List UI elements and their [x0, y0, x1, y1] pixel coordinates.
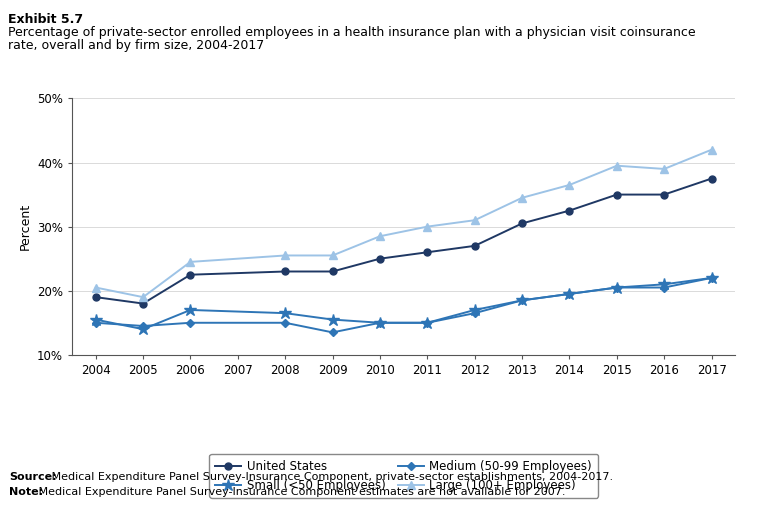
Legend: United States, Small (<50 Employees), Medium (50-99 Employees), Large (100+ Empl: United States, Small (<50 Employees), Me…	[209, 454, 598, 498]
Text: Source:: Source:	[9, 472, 57, 482]
Text: Medical Expenditure Panel Survey-Insurance Component estimates are not available: Medical Expenditure Panel Survey-Insuran…	[35, 487, 565, 497]
Text: Exhibit 5.7: Exhibit 5.7	[8, 13, 83, 26]
Text: Percentage of private-sector enrolled employees in a health insurance plan with : Percentage of private-sector enrolled em…	[8, 26, 695, 39]
Text: Note:: Note:	[9, 487, 43, 497]
Text: Medical Expenditure Panel Survey-Insurance Component, private-sector establishme: Medical Expenditure Panel Survey-Insuran…	[48, 472, 613, 482]
Y-axis label: Percent: Percent	[18, 203, 31, 250]
Text: rate, overall and by firm size, 2004-2017: rate, overall and by firm size, 2004-201…	[8, 39, 264, 52]
